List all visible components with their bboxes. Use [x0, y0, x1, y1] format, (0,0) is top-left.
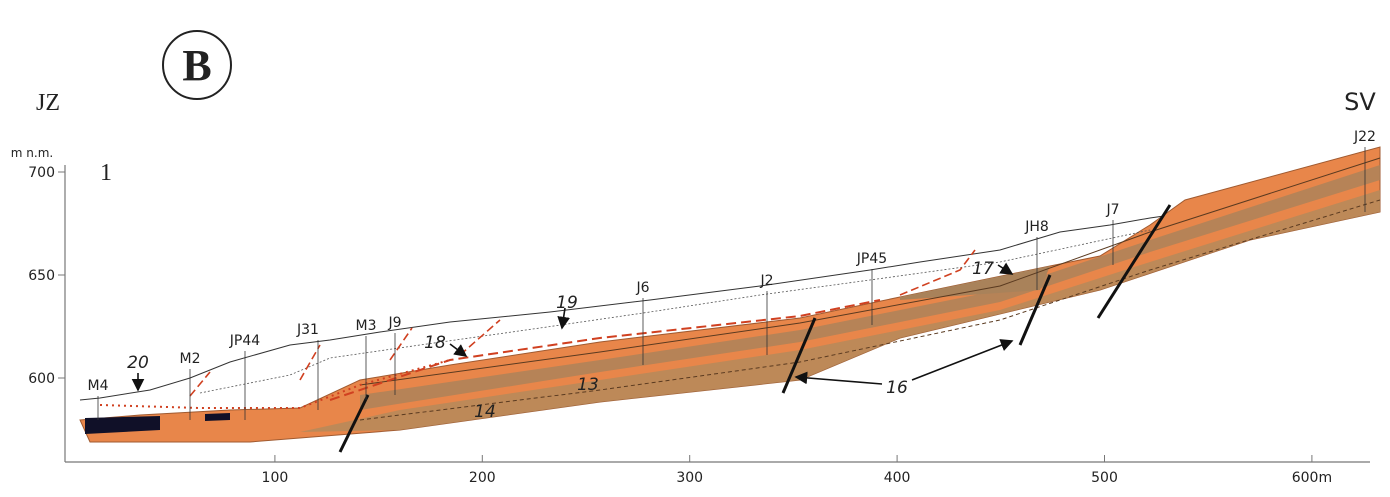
x-tick-label: 500: [1091, 470, 1118, 486]
dark-layer: [205, 413, 230, 421]
geology: [80, 147, 1380, 442]
borehole-label: J31: [296, 322, 319, 338]
borehole-label: JH8: [1024, 219, 1049, 235]
cross-section: B JZ SV 1 m n.m. 7006506001002003004005: [0, 0, 1390, 497]
borehole-label: J2: [759, 273, 773, 289]
arrow: [998, 265, 1012, 274]
borehole-label: M3: [356, 318, 377, 334]
borehole-label: J22: [1353, 129, 1376, 145]
arrow: [796, 377, 882, 384]
y-tick-label: 600: [28, 371, 55, 387]
direction-right: SV: [1344, 88, 1376, 116]
y-tick-label: 700: [28, 165, 55, 181]
annotation: 20: [127, 353, 149, 373]
x-tick-label: 400: [884, 470, 911, 486]
x-tick-label: 200: [469, 470, 496, 486]
page: B JZ SV 1 m n.m. 7006506001002003004005: [0, 0, 1390, 497]
direction-left: JZ: [36, 90, 60, 116]
x-tick-label: 300: [676, 470, 703, 486]
borehole-label: JP45: [856, 251, 887, 267]
panel-label: B: [182, 41, 211, 90]
annotation: 13: [577, 375, 599, 395]
annotation: 19: [556, 293, 578, 313]
borehole-label: J6: [635, 280, 649, 296]
annotation: 14: [474, 402, 496, 422]
y-tick-label: 650: [28, 268, 55, 284]
borehole-label: J9: [387, 315, 401, 331]
arrow: [450, 344, 466, 356]
annotation: 17: [972, 259, 994, 279]
borehole-label: JP44: [229, 333, 260, 349]
borehole-label: J7: [1105, 202, 1119, 218]
section-number: 1: [100, 160, 112, 186]
arrow: [912, 341, 1012, 380]
orange-layer: [80, 147, 1380, 442]
y-axis-unit: m n.m.: [11, 146, 53, 160]
borehole-label: M2: [180, 351, 201, 367]
x-tick-label: 100: [262, 470, 289, 486]
x-tick-label: 600m: [1292, 470, 1332, 486]
annotation: 18: [424, 333, 446, 353]
annotation: 16: [886, 378, 908, 398]
borehole-label: M4: [88, 378, 109, 394]
